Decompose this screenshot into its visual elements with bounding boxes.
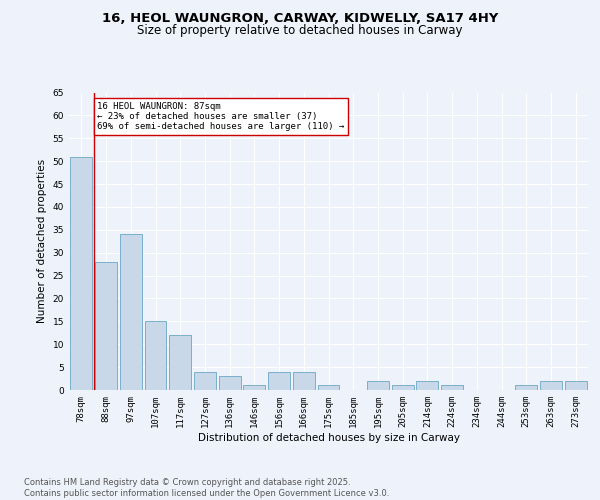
- Bar: [219, 376, 241, 390]
- Bar: [70, 156, 92, 390]
- Text: 16, HEOL WAUNGRON, CARWAY, KIDWELLY, SA17 4HY: 16, HEOL WAUNGRON, CARWAY, KIDWELLY, SA1…: [102, 12, 498, 26]
- Bar: [317, 386, 340, 390]
- Text: Size of property relative to detached houses in Carway: Size of property relative to detached ho…: [137, 24, 463, 37]
- Bar: [95, 262, 117, 390]
- Bar: [565, 381, 587, 390]
- Text: Contains HM Land Registry data © Crown copyright and database right 2025.
Contai: Contains HM Land Registry data © Crown c…: [24, 478, 389, 498]
- Bar: [293, 372, 314, 390]
- Bar: [392, 386, 413, 390]
- X-axis label: Distribution of detached houses by size in Carway: Distribution of detached houses by size …: [197, 432, 460, 442]
- Bar: [441, 386, 463, 390]
- Bar: [268, 372, 290, 390]
- Bar: [145, 322, 166, 390]
- Bar: [194, 372, 216, 390]
- Bar: [416, 381, 438, 390]
- Text: 16 HEOL WAUNGRON: 87sqm
← 23% of detached houses are smaller (37)
69% of semi-de: 16 HEOL WAUNGRON: 87sqm ← 23% of detache…: [97, 102, 344, 132]
- Bar: [120, 234, 142, 390]
- Bar: [169, 335, 191, 390]
- Y-axis label: Number of detached properties: Number of detached properties: [37, 159, 47, 324]
- Bar: [244, 386, 265, 390]
- Bar: [515, 386, 537, 390]
- Bar: [540, 381, 562, 390]
- Bar: [367, 381, 389, 390]
